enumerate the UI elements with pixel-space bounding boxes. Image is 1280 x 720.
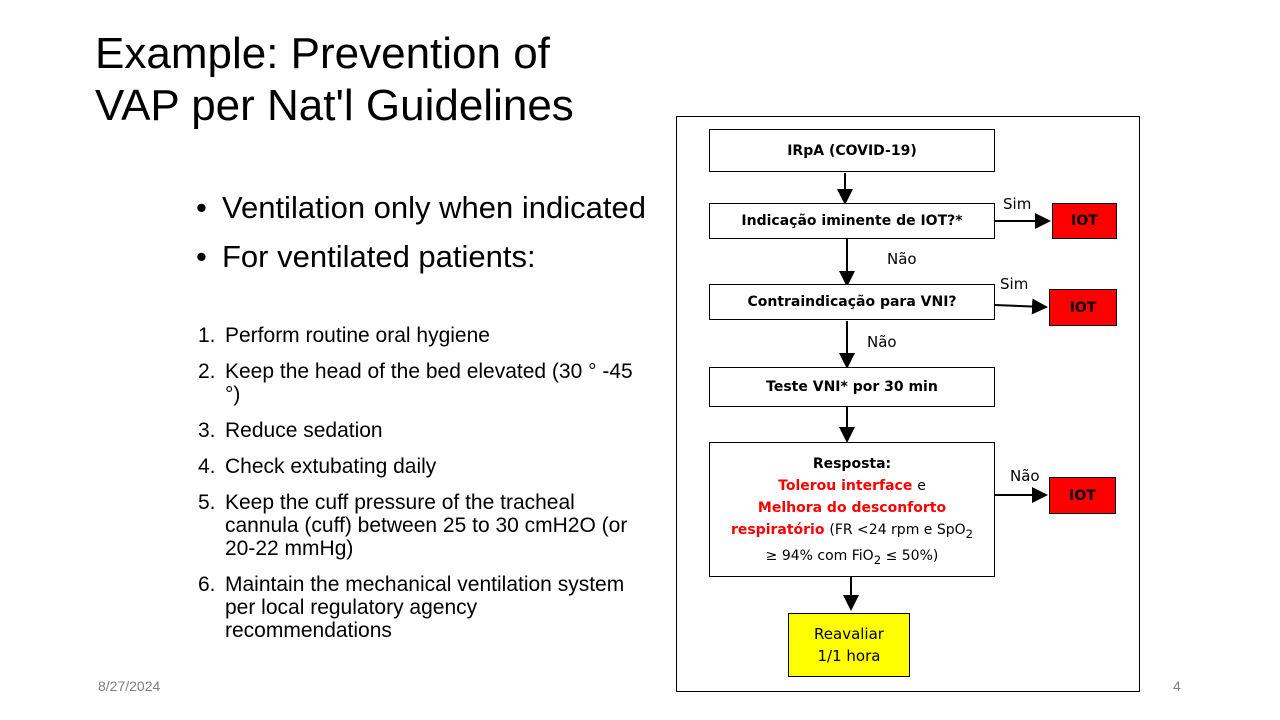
iot-box: IOT — [1049, 289, 1117, 326]
iot-text: IOT — [1069, 487, 1096, 504]
numbered-item: 6. Maintain the mechanical ventilation sy… — [198, 573, 648, 642]
item-text: Reduce sedation — [225, 419, 383, 442]
question-iot-box: Indicação iminente de IOT?* — [709, 203, 995, 239]
test-vni-text: Teste VNI* por 30 min — [766, 379, 938, 395]
page-number: 4 — [1173, 678, 1181, 694]
response-spo2-sub: 2 — [965, 526, 974, 541]
slide-title: Example: Prevention of VAP per Nat'l Gui… — [95, 28, 655, 132]
iot-box: IOT — [1052, 203, 1117, 239]
iot-text: IOT — [1069, 299, 1097, 316]
numbered-item: 4. Check extubating daily — [198, 455, 648, 478]
test-vni-box: Teste VNI* por 30 min — [709, 367, 995, 407]
numbered-list: 1. Perform routine oral hygiene 2. Keep th… — [198, 324, 648, 655]
bullet-dot-icon: • — [196, 239, 207, 274]
response-fr: (FR <24 rpm e SpO2 — [829, 522, 974, 541]
response-e: e — [917, 478, 926, 494]
bullet-dot-icon: • — [196, 190, 207, 225]
flowchart: IRpA (COVID-19) Sim IOT Indicação iminen… — [676, 116, 1140, 692]
response-fr-text: (FR <24 rpm e SpO — [829, 522, 966, 538]
response-fio2-end: ≤ 50%) — [881, 547, 939, 564]
sim-label: Sim — [1000, 275, 1029, 293]
item-text: Maintain the mechanical ventilation syst… — [225, 573, 625, 642]
item-text: Perform routine oral hygiene — [225, 324, 490, 347]
numbered-item: 3. Reduce sedation — [198, 419, 648, 442]
nao-label: Não — [867, 333, 897, 351]
bullet-text: Ventilation only when indicated — [222, 190, 646, 225]
item-text: Check extubating daily — [225, 455, 437, 478]
numbered-item: 1. Perform routine oral hygiene — [198, 324, 648, 347]
iot-text: IOT — [1071, 213, 1098, 229]
question-iot-text: Indicação iminente de IOT?* — [741, 213, 963, 229]
question-vni-text: Contraindicação para VNI? — [747, 294, 957, 310]
bullet-item: • Ventilation only when indicated — [196, 190, 646, 225]
response-box: Resposta: Tolerou interface e Melhora do… — [709, 442, 995, 577]
reavaliar-line-2: 1/1 hora — [817, 647, 881, 665]
response-tolerou: Tolerou interface — [778, 478, 913, 494]
item-number: 5. — [198, 491, 216, 514]
bullet-text: For ventilated patients: — [222, 239, 536, 274]
item-text: Keep the head of the bed elevated (30 ° … — [225, 360, 633, 406]
item-number: 2. — [198, 360, 216, 383]
nao-label: Não — [887, 250, 917, 268]
response-melhora: Melhora do desconforto — [757, 500, 947, 516]
reavaliar-line-1: Reavaliar — [814, 625, 884, 643]
numbered-item: 5. Keep the cuff pressure of the tracheal… — [198, 491, 648, 560]
response-fio2-text: ≥ 94% com FiO — [765, 547, 874, 564]
item-number: 4. — [198, 455, 216, 478]
item-number: 3. — [198, 419, 216, 442]
question-vni-box: Contraindicação para VNI? — [709, 284, 995, 320]
item-number: 1. — [198, 324, 216, 347]
reavaliar-box: Reavaliar 1/1 hora — [788, 613, 910, 677]
reavaliar-text: Reavaliar 1/1 hora — [814, 623, 884, 667]
sim-label: Sim — [1003, 195, 1032, 213]
start-text: IRpA (COVID-19) — [787, 142, 917, 159]
iot-box: IOT — [1049, 477, 1116, 514]
item-text: Keep the cuff pressure of the tracheal c… — [225, 491, 628, 560]
response-fio2-sub: 2 — [873, 552, 882, 567]
item-number: 6. — [198, 573, 216, 596]
title-line-1: Example: Prevention of — [95, 29, 550, 78]
response-fio2: ≥ 94% com FiO2 ≤ 50%) — [765, 547, 939, 567]
bullet-item: • For ventilated patients: — [196, 239, 646, 274]
arrow-q2-to-iot — [994, 298, 1048, 315]
start-box: IRpA (COVID-19) — [709, 129, 995, 172]
response-title: Resposta: — [812, 456, 892, 472]
response-content: Resposta: Tolerou interface e Melhora do… — [731, 443, 973, 571]
flowchart-arrows — [837, 173, 1051, 611]
bullet-list: • Ventilation only when indicated • For ve… — [196, 190, 646, 288]
title-line-2: VAP per Nat'l Guidelines — [95, 81, 574, 130]
nao-label: Não — [1010, 467, 1040, 485]
response-respiratorio: respiratório — [730, 522, 825, 538]
footer-date: 8/27/2024 — [98, 678, 161, 694]
numbered-item: 2. Keep the head of the bed elevated (30 … — [198, 360, 648, 406]
